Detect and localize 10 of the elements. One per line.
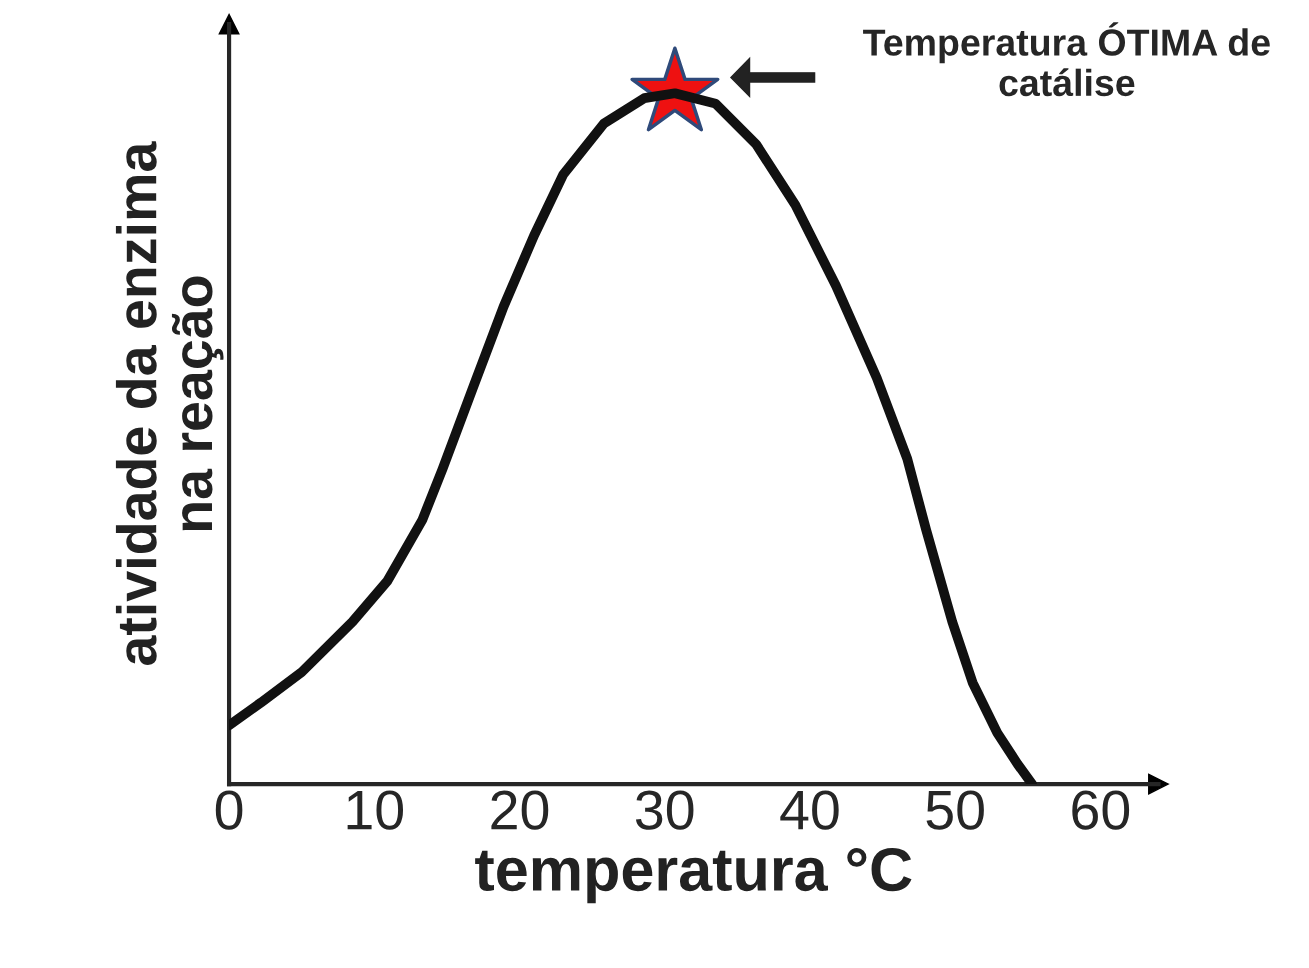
x-tick-label: 60 xyxy=(1072,790,1130,830)
x-tick-label: 10 xyxy=(347,790,404,830)
x-tick-label: 50 xyxy=(926,790,984,830)
x-axis-title: temperatura °C xyxy=(475,847,912,904)
x-tick-label: 0 xyxy=(215,790,243,830)
annotation: Temperatura ÓTIMA de catálise xyxy=(863,22,1270,97)
y-axis-title: atividade da enzima na reação xyxy=(115,141,224,665)
x-tick-label: 40 xyxy=(780,790,839,830)
x-tick-label: 20 xyxy=(491,790,549,830)
x-tick-label: 30 xyxy=(635,790,694,830)
